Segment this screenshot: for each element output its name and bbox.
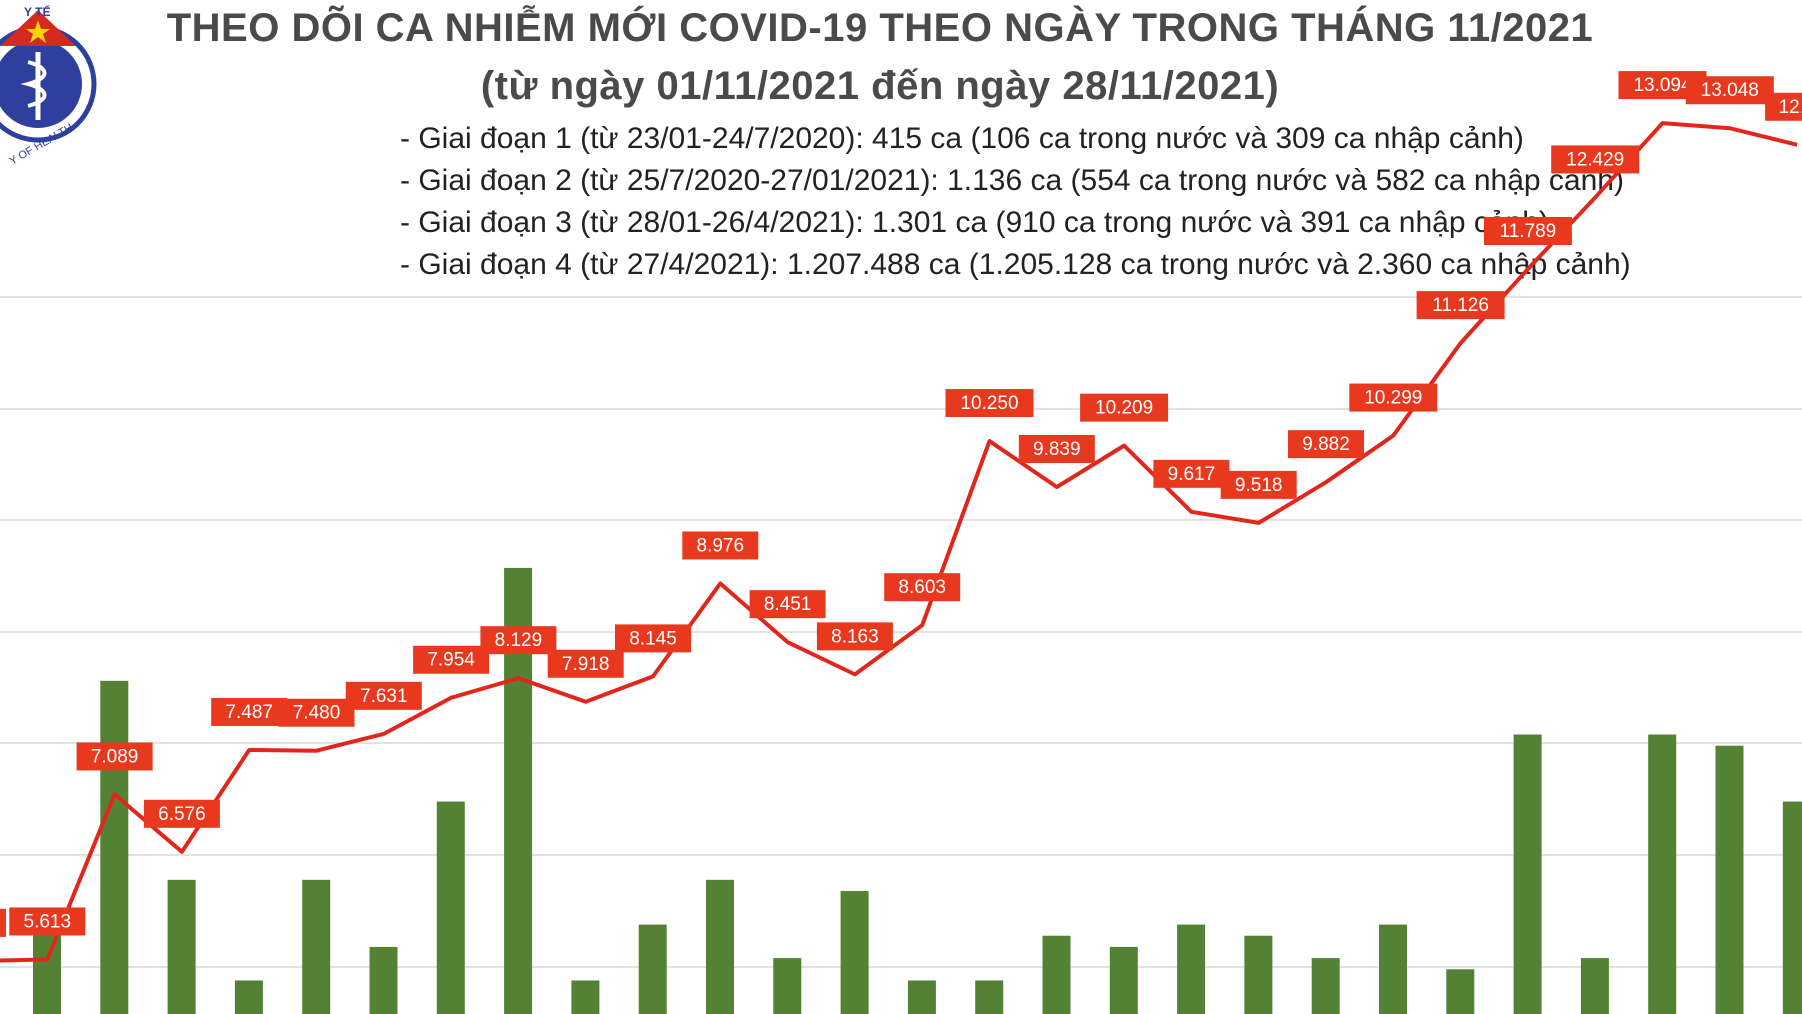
data-label-text: 7.918 [562, 654, 610, 675]
phase-note-1: - Giai đoạn 1 (từ 23/01-24/7/2020): 415 … [400, 122, 1524, 155]
data-label: 6.576 [143, 799, 220, 828]
data-label-text: 10.209 [1095, 398, 1153, 419]
bar [1446, 969, 1475, 1014]
chart-title: THEO DÕI CA NHIỄM MỚI COVID-19 THEO NGÀY… [166, 6, 1594, 50]
data-label-text: 8.129 [495, 630, 543, 651]
bar [773, 958, 802, 1014]
data-label-text: 11.789 [1500, 221, 1557, 242]
data-label: 10.250 [945, 389, 1034, 418]
bar [436, 801, 465, 1014]
bar [1244, 935, 1273, 1014]
bar [100, 680, 129, 1014]
data-label: 12.429 [1551, 145, 1640, 174]
bar [975, 980, 1004, 1014]
bar [1311, 958, 1340, 1014]
data-label: 5.613 [9, 907, 86, 936]
bar [1379, 924, 1407, 1014]
chart-data-labels: 5.6 5.613 7.089 6.576 7.487 7.480 7.631 7.954 8.… [0, 71, 1802, 937]
data-label-text: 12.9 [1779, 97, 1802, 118]
data-label: 7.954 [413, 645, 490, 674]
data-label-text: 7.631 [360, 686, 408, 707]
data-label: 7.918 [547, 649, 624, 678]
data-label: 7.480 [278, 698, 355, 727]
bar [638, 924, 667, 1014]
data-label: 9.617 [1153, 459, 1230, 488]
data-label: 7.487 [211, 697, 288, 726]
chart-grid [0, 296, 1802, 968]
bar [1042, 935, 1071, 1014]
data-label: 9.839 [1018, 434, 1095, 463]
bar [302, 879, 331, 1014]
data-label: 13.048 [1685, 76, 1774, 105]
data-label-text: 9.882 [1302, 434, 1350, 455]
data-label: 11.126 [1416, 291, 1505, 320]
ministry-logo-icon: Y TẾ Y OF HEALTH [0, 4, 97, 168]
data-label-text: 8.976 [697, 535, 745, 556]
data-label: 8.603 [884, 573, 961, 602]
data-label-text: 12.429 [1566, 149, 1624, 170]
phase-notes: - Giai đoạn 1 (từ 23/01-24/7/2020): 415 … [400, 118, 1631, 286]
chart-bars [33, 567, 1802, 1014]
data-label-text: 13.094 [1633, 75, 1692, 96]
bar [234, 980, 263, 1014]
data-label-text: 8.163 [831, 626, 879, 647]
data-label: 11.789 [1483, 216, 1572, 245]
data-label: 8.129 [480, 626, 557, 655]
data-label: 7.631 [345, 681, 422, 710]
data-label: 7.089 [76, 742, 153, 771]
data-label: 9.882 [1288, 430, 1364, 459]
data-label-text: 7.954 [427, 650, 475, 671]
data-label: 8.163 [816, 622, 893, 651]
phase-note-4: - Giai đoạn 4 (từ 27/4/2021): 1.207.488 … [400, 248, 1631, 281]
data-label-text: 9.518 [1235, 475, 1283, 496]
data-label-text: 8.451 [764, 594, 812, 615]
data-label-text: 10.299 [1364, 388, 1422, 409]
bar [1513, 734, 1542, 1014]
data-label: 10.209 [1080, 393, 1169, 422]
data-label: 9.518 [1220, 470, 1297, 499]
data-label-text: 7.480 [293, 703, 341, 724]
data-label-text: 7.487 [225, 702, 273, 723]
data-label-text: 5.613 [24, 911, 72, 932]
bar [907, 980, 936, 1014]
data-label-text: 10.250 [960, 393, 1018, 414]
bar [1782, 801, 1802, 1014]
bar [1715, 745, 1744, 1014]
data-label-text: 8.145 [629, 628, 677, 649]
bar [33, 933, 61, 1014]
data-label: 8.976 [682, 531, 759, 560]
data-label: 12.9 [1765, 92, 1802, 121]
chart-subtitle: (từ ngày 01/11/2021 đến ngày 28/11/2021) [480, 64, 1280, 108]
data-label-text: 9.617 [1168, 464, 1216, 485]
bar [840, 891, 869, 1014]
data-label: 8.145 [615, 624, 691, 653]
data-label: 5.6 [0, 908, 6, 937]
bar [167, 879, 196, 1014]
data-label: 10.299 [1349, 383, 1438, 412]
bar [1177, 924, 1206, 1014]
data-label-text: 6.576 [158, 804, 206, 825]
phase-note-3: - Giai đoạn 3 (từ 28/01-26/4/2021): 1.30… [400, 206, 1549, 239]
data-label-text: 13.048 [1701, 80, 1759, 101]
data-label-text: 9.839 [1033, 439, 1081, 460]
phase-note-2: - Giai đoạn 2 (từ 25/7/2020-27/01/2021):… [400, 164, 1624, 197]
data-label-text: 7.089 [91, 746, 139, 767]
bar [1580, 958, 1609, 1014]
bar [571, 980, 600, 1014]
bar [369, 946, 398, 1014]
bar [706, 879, 734, 1014]
data-label-text: 8.603 [898, 577, 946, 598]
data-label-text: 11.126 [1432, 295, 1489, 316]
bar [1648, 734, 1677, 1014]
bar [1109, 946, 1138, 1014]
data-label: 8.451 [749, 590, 826, 619]
logo-text-top: Y TẾ [24, 4, 50, 19]
